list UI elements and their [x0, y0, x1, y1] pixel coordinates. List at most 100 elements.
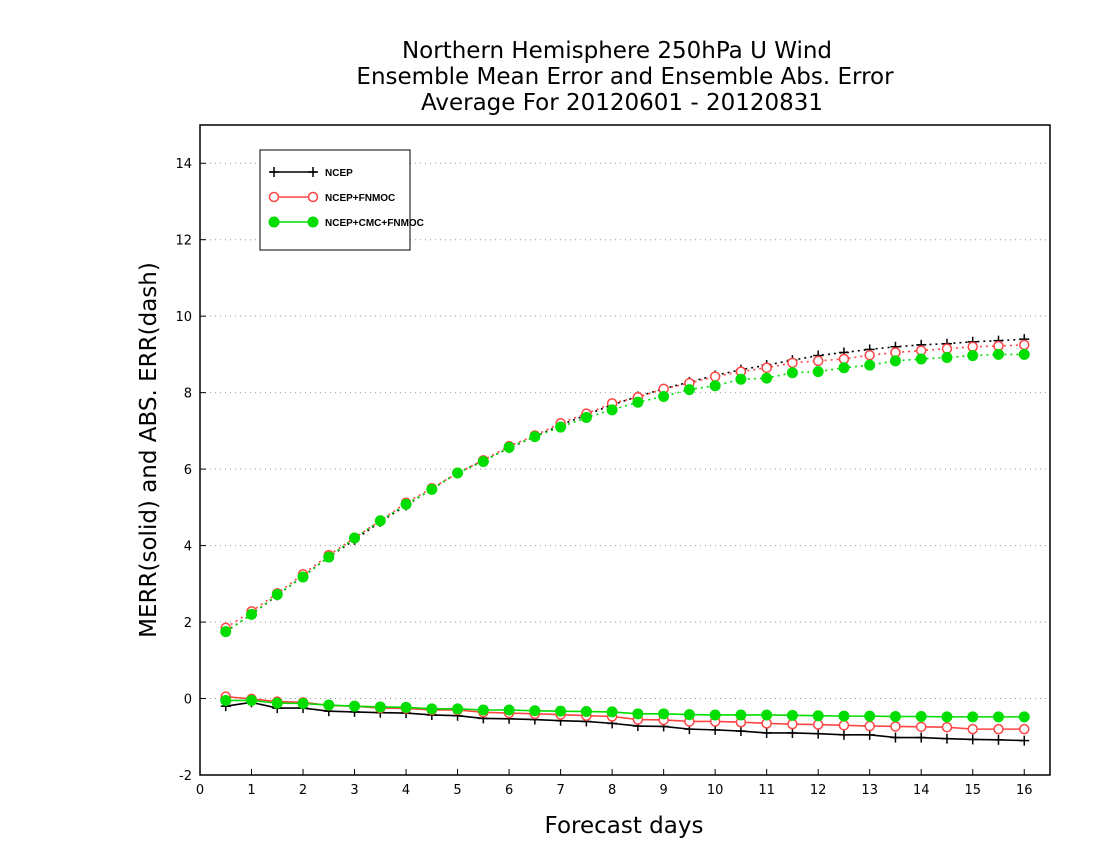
y-tick-label: 6	[184, 463, 192, 478]
filled-circle-marker	[349, 700, 361, 712]
filled-circle-marker	[735, 709, 747, 721]
x-tick-label: 16	[1016, 783, 1033, 798]
filled-circle-marker	[452, 703, 464, 715]
open-circle-marker	[915, 721, 927, 733]
open-circle-marker	[709, 371, 721, 382]
filled-circle-marker	[374, 515, 386, 527]
filled-circle-marker	[220, 694, 232, 706]
filled-circle-marker	[889, 711, 901, 722]
filled-circle-marker	[761, 372, 773, 384]
filled-circle-marker	[477, 704, 489, 716]
open-circle-marker	[838, 353, 850, 365]
filled-circle-marker	[400, 498, 412, 510]
filled-circle-marker	[658, 708, 670, 720]
plus-marker	[813, 728, 824, 739]
filled-circle-marker	[967, 711, 979, 723]
filled-circle-marker	[786, 367, 798, 379]
legend-label: NCEP	[325, 168, 353, 179]
plus-marker	[916, 732, 927, 743]
open-circle-marker	[1018, 339, 1030, 351]
filled-circle-marker	[477, 455, 489, 467]
open-circle-marker	[941, 721, 953, 733]
filled-circle-marker	[992, 348, 1004, 360]
y-tick-label: 14	[175, 157, 192, 172]
open-circle-marker	[941, 343, 953, 354]
filled-circle-marker	[349, 532, 361, 544]
filled-circle-marker	[838, 362, 850, 374]
filled-circle-marker	[915, 711, 927, 722]
filled-circle-marker	[761, 709, 773, 721]
x-tick-label: 6	[505, 783, 513, 798]
x-tick-label: 1	[247, 783, 255, 798]
filled-circle-marker	[307, 216, 319, 228]
abs-err-line	[225, 344, 1025, 629]
filled-circle-marker	[503, 704, 515, 716]
filled-circle-marker	[812, 366, 824, 378]
x-tick-label: 9	[659, 783, 667, 798]
y-tick-label: -2	[179, 769, 192, 784]
filled-circle-marker	[400, 701, 412, 713]
plot-frame	[199, 124, 1051, 776]
filled-circle-marker	[503, 441, 515, 453]
plus-marker	[735, 726, 746, 737]
plus-marker	[864, 729, 875, 740]
x-tick-label: 10	[707, 783, 724, 798]
x-axis-label: Forecast days	[545, 813, 704, 839]
open-circle-marker	[864, 349, 875, 361]
filled-circle-marker	[864, 359, 876, 371]
filled-circle-marker	[555, 705, 567, 717]
plus-marker	[838, 729, 849, 740]
series-NCEP+CMC+FNMOC	[220, 348, 1030, 723]
series-NCEP	[220, 334, 1030, 746]
open-circle-marker	[1018, 723, 1030, 735]
filled-circle-marker	[426, 703, 438, 715]
abs-err-line	[225, 353, 1025, 633]
filled-circle-marker	[271, 589, 283, 601]
filled-circle-marker	[683, 709, 695, 721]
filled-circle-marker	[268, 216, 280, 228]
filled-circle-marker	[632, 396, 644, 408]
plus-marker	[967, 734, 978, 745]
filled-circle-marker	[786, 709, 798, 721]
open-circle-marker	[812, 355, 824, 367]
open-circle-marker	[967, 723, 978, 735]
filled-circle-marker	[452, 467, 464, 479]
series-NCEP+FNMOC	[220, 339, 1030, 735]
filled-circle-marker	[271, 697, 283, 709]
filled-circle-marker	[297, 698, 309, 709]
y-axis-label: MERR(solid) and ABS. ERR(dash)	[136, 262, 162, 638]
filled-circle-marker	[220, 626, 232, 638]
filled-circle-marker	[709, 380, 721, 392]
legend: NCEP NCEP+FNMOC NCEP+CMC+FNMOC	[259, 149, 424, 251]
open-circle-marker	[787, 718, 798, 730]
y-tick-label: 0	[184, 693, 192, 708]
filled-circle-marker	[323, 699, 335, 711]
x-tick-label: 0	[196, 783, 204, 798]
filled-circle-marker	[374, 701, 386, 713]
plus-marker	[941, 733, 952, 744]
filled-circle-marker	[297, 571, 309, 583]
filled-circle-marker	[992, 711, 1004, 723]
gridlines	[200, 162, 1050, 700]
legend-label: NCEP+FNMOC	[325, 193, 395, 204]
merr-line	[225, 699, 1025, 718]
filled-circle-marker	[1018, 711, 1030, 723]
legend-box	[259, 149, 411, 251]
filled-circle-marker	[246, 608, 258, 620]
filled-circle-marker	[812, 710, 824, 722]
open-circle-marker	[890, 721, 901, 732]
filled-circle-marker	[967, 350, 979, 362]
x-tick-label: 2	[299, 783, 307, 798]
filled-circle-marker	[709, 709, 721, 721]
open-circle-marker	[761, 362, 772, 374]
y-tick-label: 8	[184, 387, 192, 402]
filled-circle-marker	[683, 384, 695, 396]
filled-circle-marker	[580, 412, 592, 423]
abs-err-line	[225, 338, 1025, 633]
plus-marker	[308, 167, 318, 177]
title-line-2: Ensemble Mean Error and Ensemble Abs. Er…	[356, 64, 894, 90]
filled-circle-marker	[838, 710, 850, 722]
plus-marker	[269, 167, 279, 177]
filled-circle-marker	[323, 551, 335, 563]
